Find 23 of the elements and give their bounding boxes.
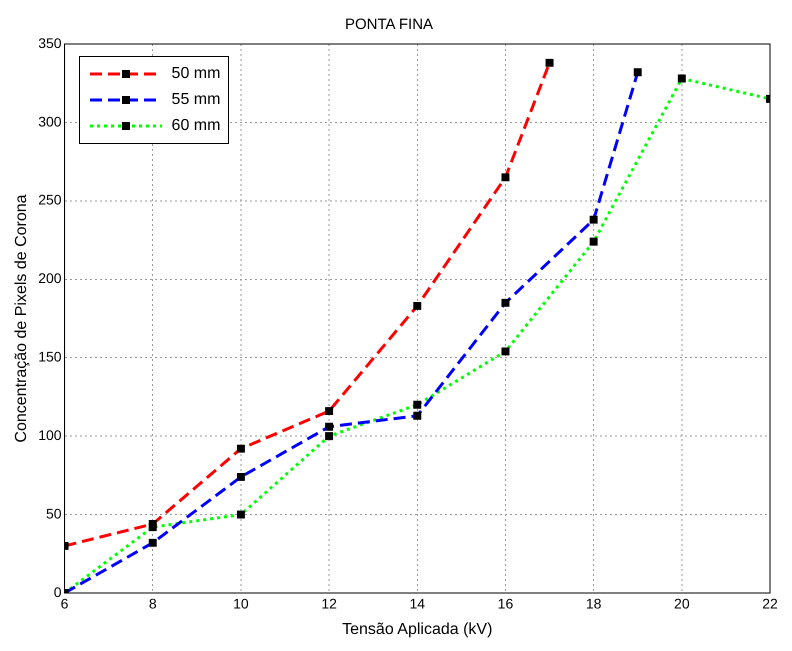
y-tick-label: 100 (38, 427, 62, 443)
y-tick-label: 0 (54, 584, 62, 600)
y-tick-label: 300 (38, 113, 62, 130)
y-tick-label: 50 (46, 505, 62, 522)
x-tick-label: 18 (586, 595, 602, 612)
legend-label: 55 mm (172, 91, 220, 109)
y-tick-label: 250 (38, 192, 62, 208)
y-tick-label: 150 (38, 348, 62, 365)
x-tick-label: 10 (233, 595, 249, 612)
y-tick-label: 200 (38, 270, 62, 286)
x-tick-label: 16 (498, 595, 514, 612)
y-tick-label: 350 (38, 34, 62, 51)
legend-label: 60 mm (172, 117, 220, 135)
chart-title: PONTA FINA (344, 16, 434, 34)
x-tick-label: 14 (409, 595, 426, 612)
y-axis-title: Concentração de Pixels de Corona (13, 194, 30, 443)
x-tick-label: 12 (321, 595, 338, 612)
legend-label: 50 mm (172, 65, 220, 83)
x-tick-label: 6 (60, 595, 69, 612)
x-tick-label: 8 (148, 595, 157, 612)
x-tick-label: 20 (674, 595, 690, 612)
x-tick-label: 22 (762, 595, 778, 612)
x-axis-title: Tensão Aplicada (kV) (342, 620, 492, 638)
